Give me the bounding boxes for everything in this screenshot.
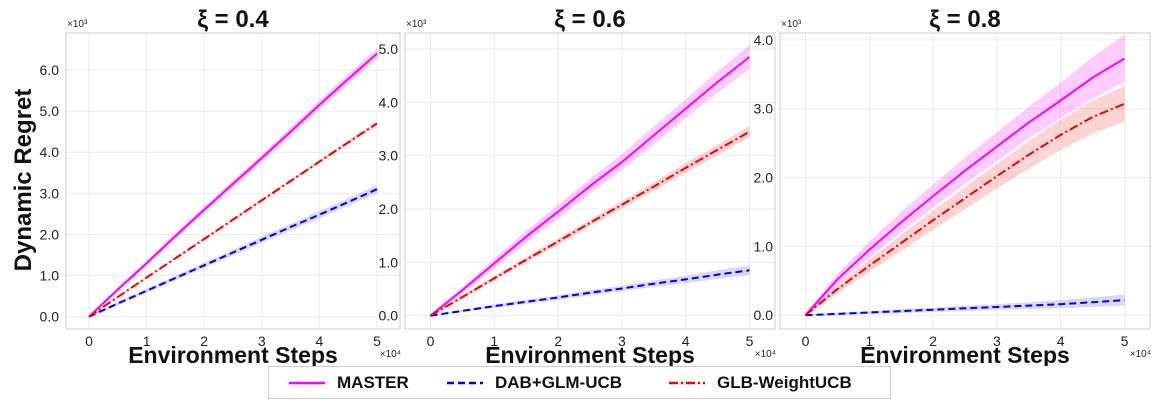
plot-frame <box>65 32 401 330</box>
y-tick-label: 1.0 <box>379 254 399 270</box>
legend-item-master: MASTER <box>289 373 409 393</box>
x-tick-label: 3 <box>258 333 266 349</box>
x-tick-label: 3 <box>618 333 626 349</box>
x-axis-label: Environment Steps <box>128 342 338 366</box>
y-multiplier: ×10³ <box>406 19 427 30</box>
y-tick-label: 0.0 <box>754 307 774 323</box>
y-tick-label: 3.0 <box>754 101 774 117</box>
x-axis-label: Environment Steps <box>860 342 1070 366</box>
series-line-dab-glm-ucb <box>805 299 1125 317</box>
figure-canvas: Dynamic Regret 0 1 2 3 4 50.01.02.03.04.05.06… <box>10 6 1151 366</box>
x-multiplier: ×10⁴ <box>755 349 776 360</box>
x-tick-label: 1 <box>865 333 873 349</box>
x-tick-label: 0 <box>427 333 435 349</box>
y-tick-label: 5.0 <box>40 103 60 119</box>
panel-3: 0 1 2 3 4 5 0.0 1.0 2.0 3.0 4.0 ×10³ ×10⁴ ξ = 0.8 Envi… <box>754 6 1151 366</box>
y-tick-label: 4.0 <box>379 94 399 110</box>
y-tick-label: 0.0 <box>379 308 399 324</box>
series-line-master <box>804 57 1126 316</box>
confidence-band-dab-glm-ucb <box>805 294 1125 316</box>
legend-label-dab-glm-ucb: DAB+GLM-UCB <box>495 373 623 392</box>
y-axis-label: Dynamic Regret <box>10 89 37 272</box>
x-tick-label: 2 <box>554 333 562 349</box>
x-tick-label: 5 <box>746 333 754 349</box>
x-tick-label: 5 <box>1121 333 1129 349</box>
y-tick-label: 1.0 <box>40 268 60 284</box>
series-line-glb-weightucb <box>88 122 378 318</box>
x-tick-label: 4 <box>1057 333 1065 349</box>
x-tick-label: 4 <box>682 333 690 349</box>
legend-swatch-glb-weightucb <box>669 381 705 385</box>
x-tick-label: 2 <box>929 333 937 349</box>
x-tick-label: 2 <box>200 333 208 349</box>
legend-item-glb-weightucb: GLB-WeightUCB <box>669 373 852 393</box>
y-tick-label: 0.0 <box>40 309 60 325</box>
y-tick-label: 4.0 <box>754 32 774 48</box>
y-tick-label: 2.0 <box>379 201 399 217</box>
x-axis-label: Environment Steps <box>485 342 695 366</box>
x-tick-label: 4 <box>315 333 323 349</box>
legend: MASTER DAB+GLM-UCB GLB-WeightUCB <box>268 366 891 399</box>
confidence-band-master <box>805 35 1125 318</box>
y-multiplier: ×10³ <box>67 19 88 30</box>
x-multiplier: ×10⁴ <box>1130 349 1151 360</box>
y-tick-label: 3.0 <box>379 148 399 164</box>
chart-title: ξ = 0.4 <box>197 6 269 33</box>
y-tick-label: 5.0 <box>379 41 399 57</box>
confidence-band-glb-weightucb <box>805 86 1125 317</box>
legend-swatch-dab-glm-ucb <box>447 381 483 385</box>
panel-1: 0 1 2 3 4 5 0.0 1.0 2.0 3.0 4.0 5.0 6.0 ×10³ ×10⁴ ξ = 0… <box>40 6 401 366</box>
series-line-glb-weightucb <box>429 130 750 317</box>
x-tick-label: 5 <box>373 333 381 349</box>
series-line-glb-weightucb <box>804 102 1125 316</box>
x-tick-label: 3 <box>993 333 1001 349</box>
legend-swatch-master <box>289 381 325 385</box>
x-tick-label: 0 <box>802 333 810 349</box>
legend-item-dab-glm-ucb: DAB+GLM-UCB <box>447 373 622 393</box>
series-line-dab-glm-ucb <box>88 188 378 318</box>
y-tick-label: 4.0 <box>40 144 60 160</box>
y-tick-label: 1.0 <box>754 238 774 254</box>
legend-label-master: MASTER <box>337 373 409 392</box>
x-tick-label: 0 <box>85 333 93 349</box>
y-tick-label: 2.0 <box>40 226 60 242</box>
y-multiplier: ×10³ <box>781 19 802 30</box>
series-line-master <box>88 52 378 318</box>
x-tick-label: 1 <box>490 333 498 349</box>
y-tick-label: 3.0 <box>40 185 60 201</box>
y-tick-label: 6.0 <box>40 62 60 78</box>
legend-label-glb-weightucb: GLB-WeightUCB <box>717 373 852 392</box>
y-tick-label: 2.0 <box>754 170 774 186</box>
series-line-master <box>429 56 751 317</box>
plot-frame <box>404 32 776 330</box>
plot-frame <box>779 32 1151 330</box>
series-line-dab-glm-ucb <box>430 269 750 317</box>
chart-title: ξ = 0.6 <box>554 6 625 33</box>
x-tick-label: 1 <box>143 333 151 349</box>
chart-title: ξ = 0.8 <box>929 6 1000 33</box>
x-multiplier: ×10⁴ <box>380 349 401 360</box>
